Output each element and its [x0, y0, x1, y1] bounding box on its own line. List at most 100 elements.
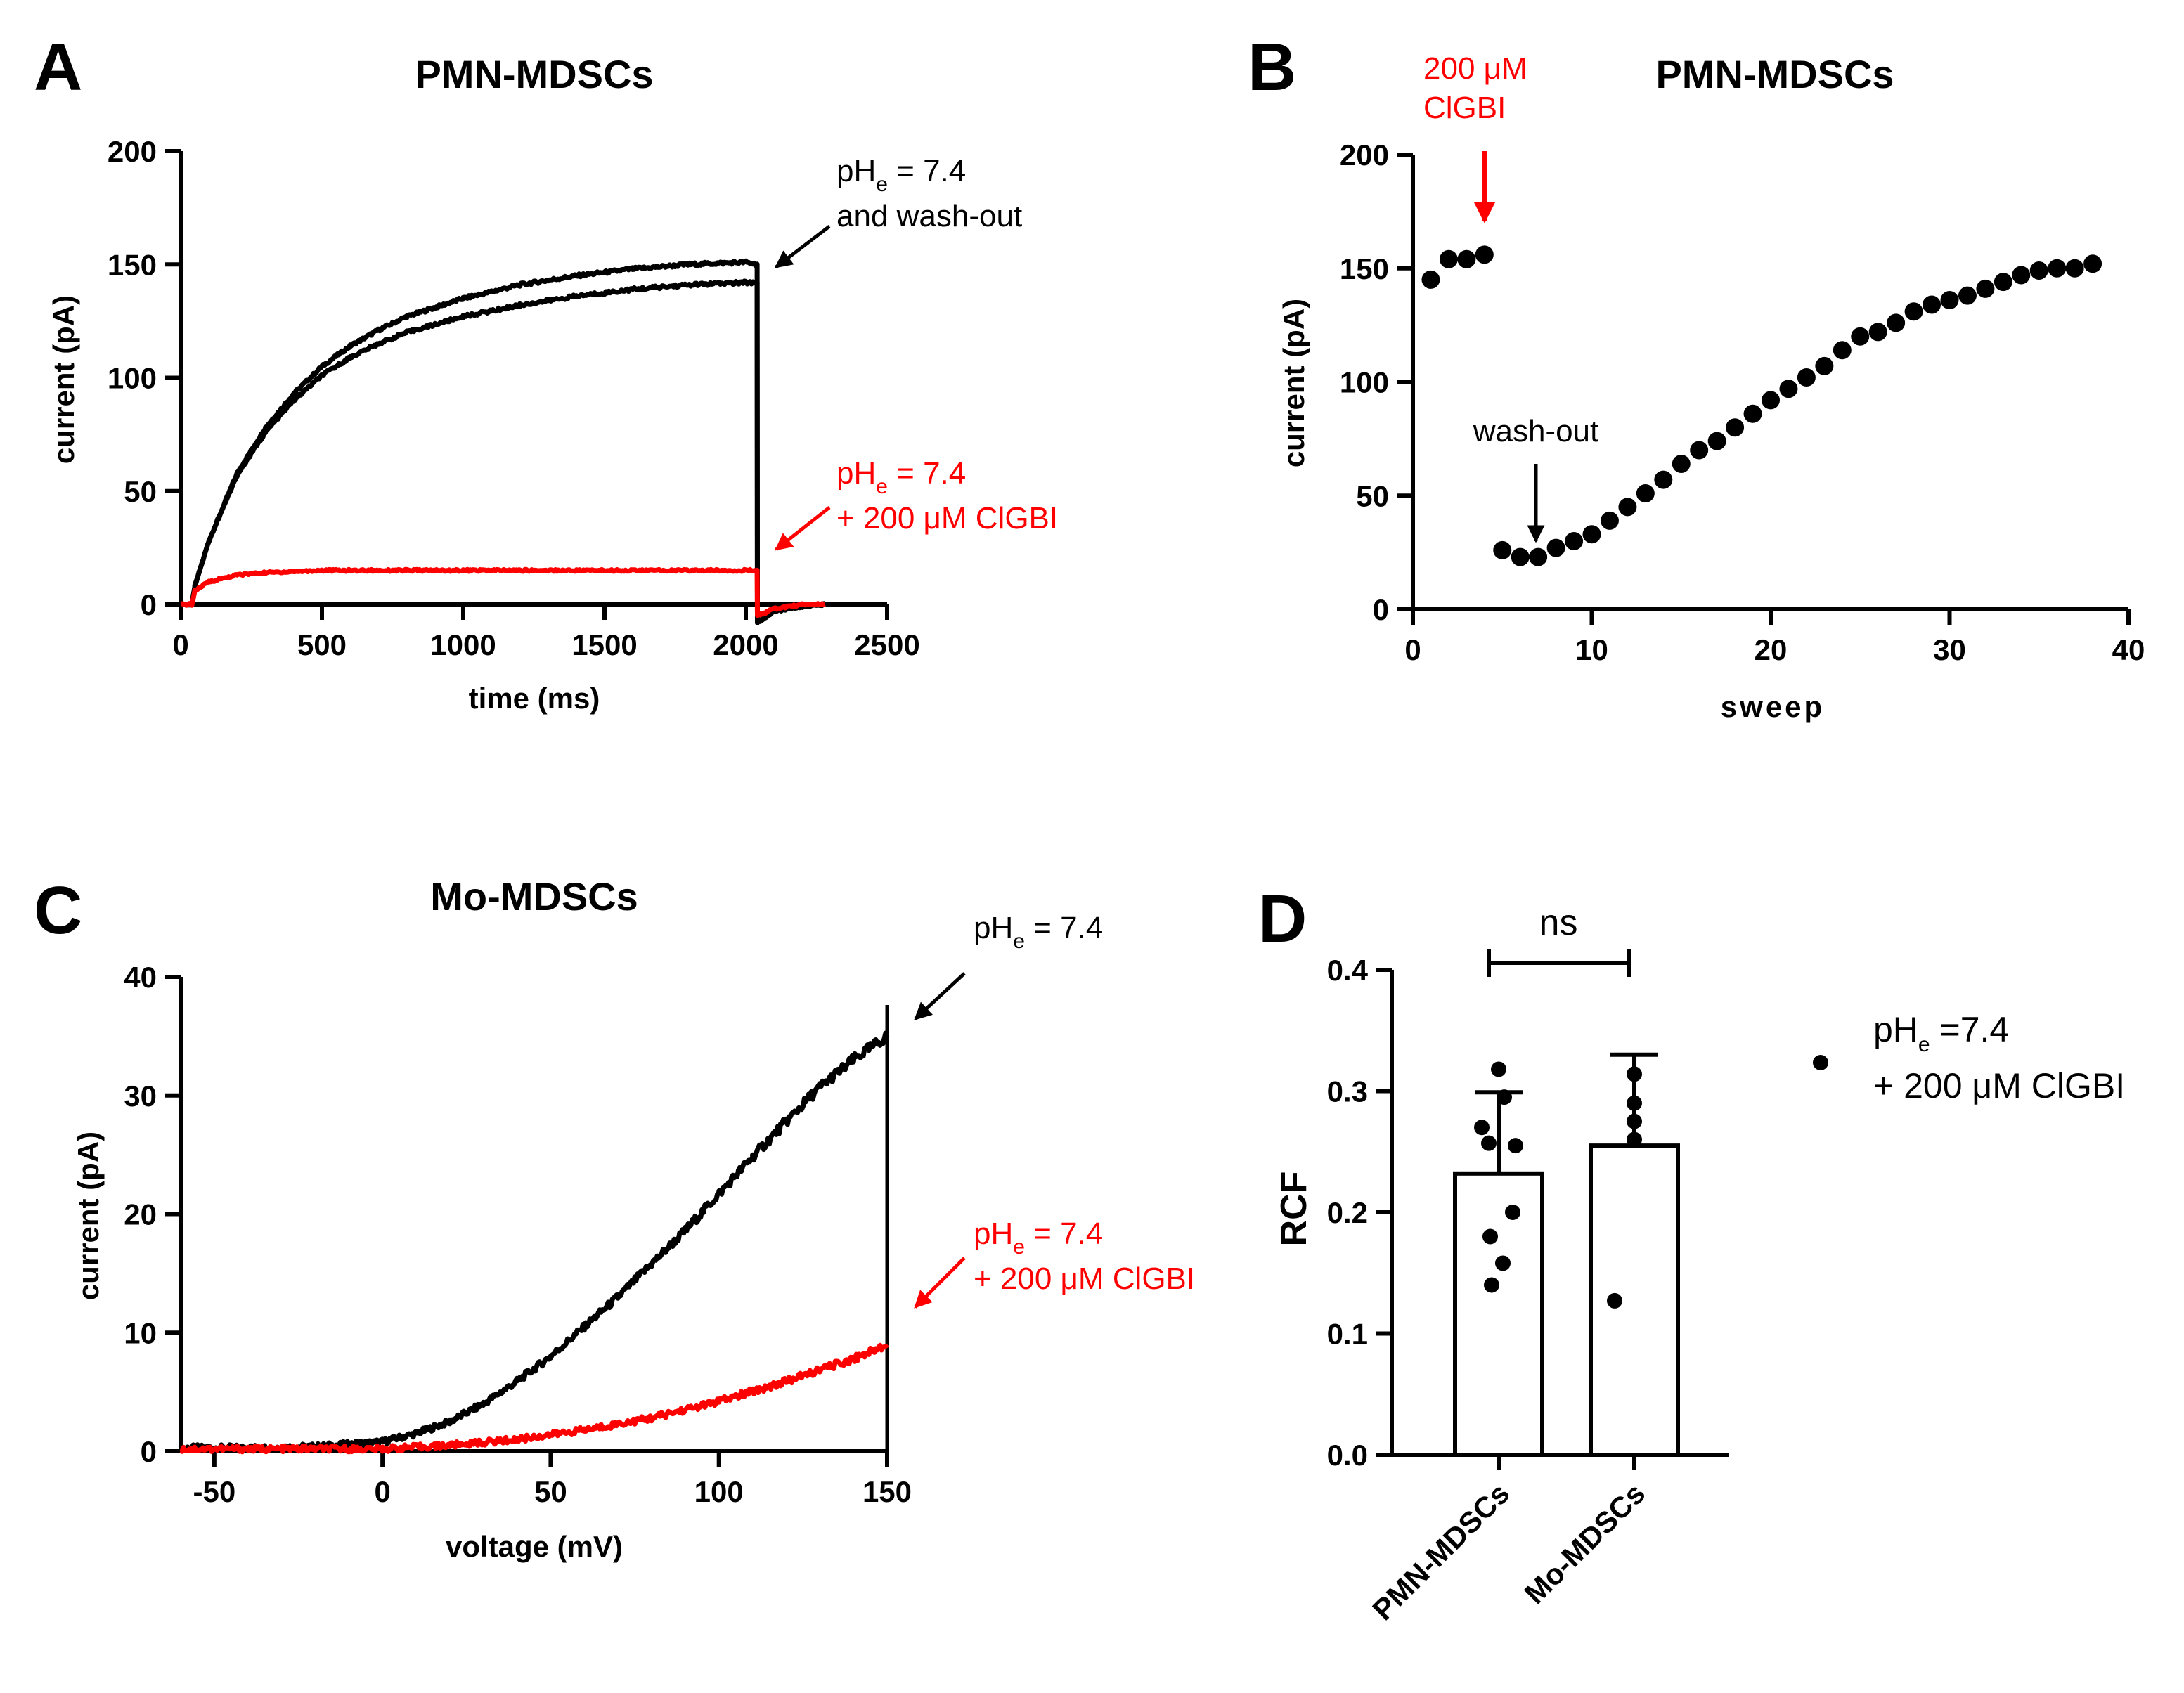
panel-c: C Mo-MDSCs 0 10 20 30 40 -50 0 50 100 150 voltage…	[34, 873, 1195, 1563]
panel-d-ylabel: RCF	[1274, 1172, 1314, 1247]
panel-b-point	[1457, 249, 1476, 268]
panel-b-letter: B	[1248, 30, 1296, 105]
panel-b-point	[1707, 432, 1726, 450]
panel-a-xtick-label: 2000	[713, 628, 778, 661]
panel-d-legend-line2: + 200 μM ClGBI	[1873, 1066, 2125, 1105]
panel-b-point	[1923, 295, 1941, 314]
panel-c-xtick-label: -50	[193, 1475, 236, 1508]
panel-b-point	[1672, 454, 1691, 473]
panel-b-point	[1815, 356, 1834, 375]
panel-c-axes: 0 10 20 30 40 -50 0 50 100 150	[124, 961, 912, 1508]
panel-b-ytick-label: 200	[1340, 138, 1389, 171]
panel-b-point	[2012, 266, 2031, 285]
panel-a-arrow-black	[775, 225, 831, 268]
panel-b-ytick-label: 150	[1340, 252, 1389, 285]
panel-b-point	[1600, 511, 1619, 530]
panel-c-annotation-red: pHe = 7.4 + 200 μM ClGBI	[914, 1217, 1195, 1309]
panel-b-point	[1546, 538, 1565, 557]
panel-b-xtick-label: 20	[1755, 633, 1788, 666]
panel-b-point	[1762, 391, 1780, 410]
panel-a-xtick-label: 500	[297, 628, 347, 661]
panel-a-annot-black-line1: pHe = 7.4	[836, 154, 966, 196]
panel-d-ytick-label: 0.3	[1327, 1075, 1368, 1108]
panel-a-xtick-label: 1500	[571, 628, 637, 661]
panel-c-xtick-label: 150	[862, 1475, 912, 1508]
panel-b-point	[1475, 245, 1494, 264]
panel-a-letter: A	[34, 30, 82, 105]
panel-c-ytick-label: 30	[124, 1079, 157, 1113]
panel-b-xtick-label: 10	[1575, 633, 1608, 666]
panel-b-point	[1493, 540, 1512, 559]
panel-a-xtick-label: 2500	[854, 628, 919, 661]
panel-b-point	[1887, 313, 1906, 332]
panel-b-title: PMN-MDSCs	[1655, 52, 1894, 96]
panel-b-annot-washout: wash-out	[1473, 414, 1599, 448]
panel-b-point	[1690, 441, 1709, 460]
panel-b-point	[1743, 404, 1762, 423]
panel-c-letter: C	[34, 873, 82, 948]
panel-a-xtick-label: 1000	[430, 628, 496, 661]
panel-a-ytick-label: 50	[124, 475, 157, 508]
panel-c-arrow-red	[914, 1257, 966, 1309]
panel-b-point	[1654, 470, 1673, 489]
panel-b-point	[1565, 531, 1584, 550]
panel-b-xtick-label: 0	[1404, 633, 1421, 666]
panel-d-point	[1627, 1113, 1642, 1129]
panel-c-series-line	[179, 1342, 889, 1455]
panel-a-plot	[179, 258, 827, 625]
panel-b-point	[1976, 279, 1995, 298]
panel-b-annot-drug-line2: ClGBI	[1423, 91, 1506, 125]
panel-b-point	[1904, 302, 1923, 321]
panel-b-ylabel: current (pA)	[1277, 299, 1310, 467]
panel-a-ylabel: current (pA)	[47, 295, 80, 464]
panel-b-point	[1421, 270, 1440, 289]
panel-d: D 0.0 0.1 0.2 0.3 0.4 PMN-MDSCs Mo-MDSCs RCF n…	[1258, 881, 2125, 1626]
panel-b-axes: 0 50 100 150 200 0 10 20 30 40	[1340, 138, 2145, 666]
panel-b-point	[2048, 259, 2067, 278]
panel-d-ytick-label: 0.0	[1327, 1439, 1368, 1472]
panel-c-xtick-label: 50	[534, 1475, 567, 1508]
panel-c-ytick-label: 20	[124, 1198, 157, 1231]
panel-c-annot-red-line2: + 200 μM ClGBI	[974, 1261, 1195, 1296]
panel-b-point	[2083, 254, 2102, 273]
panel-d-point	[1627, 1131, 1642, 1148]
panel-b-ytick-label: 50	[1356, 479, 1389, 512]
panel-d-point	[1497, 1089, 1512, 1105]
panel-c-ytick-label: 10	[124, 1316, 157, 1349]
panel-b-point	[1994, 273, 2012, 292]
panel-d-point	[1482, 1228, 1498, 1245]
panel-d-significance: ns	[1487, 902, 1631, 977]
panel-b-point	[1618, 498, 1637, 517]
panel-b-xtick-label: 30	[1933, 633, 1966, 666]
panel-b-annotation-drug: 200 μM ClGBI	[1423, 51, 1527, 223]
panel-d-bar	[1453, 1171, 1544, 1458]
panel-d-legend-line1: pHe =7.4	[1873, 1010, 2009, 1056]
panel-b-point	[1851, 327, 1870, 346]
panel-d-point	[1627, 1066, 1642, 1082]
panel-c-ylabel: current (pA)	[72, 1131, 105, 1300]
panel-d-point	[1508, 1138, 1523, 1154]
panel-d-letter: D	[1258, 881, 1307, 956]
panel-b-point	[1779, 380, 1798, 398]
panel-d-point	[1474, 1120, 1490, 1136]
panel-c-annotation-black: pHe = 7.4	[914, 911, 1103, 1020]
panel-b-point	[2029, 261, 2048, 280]
panel-a-series-line	[179, 566, 827, 618]
panel-d-bar	[1589, 1143, 1680, 1457]
panel-a-ytick-label: 0	[141, 588, 157, 621]
panel-d-legend-marker	[1813, 1055, 1828, 1070]
panel-b-point	[1582, 525, 1601, 544]
panel-d-point	[1481, 1135, 1497, 1151]
panel-c-xtick-label: 100	[694, 1475, 744, 1508]
panel-b-xtick-label: 40	[2112, 633, 2145, 666]
panel-b-point	[1958, 286, 1977, 305]
panel-c-plot	[178, 1030, 890, 1455]
panel-a-xlabel: time (ms)	[469, 682, 600, 715]
panel-b-point	[1726, 418, 1745, 437]
panel-d-ytick-label: 0.1	[1327, 1318, 1368, 1351]
panel-a-ytick-label: 150	[108, 248, 157, 281]
panel-a-annotation-black: pHe = 7.4 and wash-out	[775, 154, 1022, 268]
panel-d-legend: pHe =7.4 + 200 μM ClGBI	[1813, 1010, 2125, 1105]
